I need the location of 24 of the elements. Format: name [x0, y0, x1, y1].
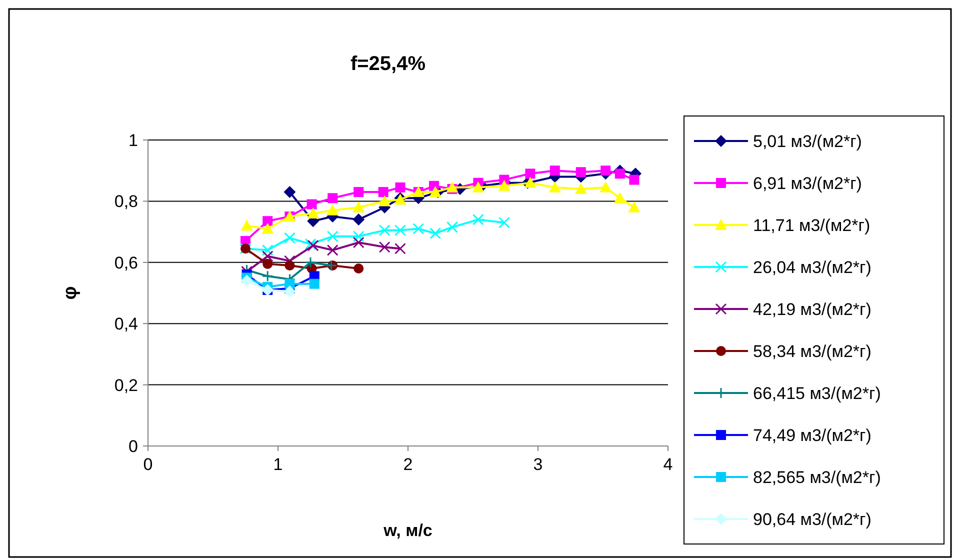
x-tick-label: 3 [533, 455, 543, 474]
y-tick-label: 1 [128, 131, 138, 150]
legend-label: 5,01 м3/(м2*г) [753, 132, 862, 151]
y-tick-label: 0,4 [114, 314, 138, 334]
x-axis-title: w, м/с [382, 521, 432, 540]
y-tick-label: 0 [128, 437, 138, 456]
legend-label: 58,34 м3/(м2*г) [753, 342, 872, 361]
legend-label: 90,64 м3/(м2*г) [753, 510, 872, 529]
legend-label: 42,19 м3/(м2*г) [753, 300, 872, 319]
x-tick-label: 1 [273, 455, 283, 474]
y-axis-title: φ [60, 286, 81, 300]
chart-title: f=25,4% [350, 53, 426, 75]
legend-label: 6,91 м3/(м2*г) [753, 174, 862, 193]
y-tick-label: 0,8 [114, 192, 138, 212]
x-tick-label: 4 [663, 455, 673, 474]
y-tick-label: 0,6 [114, 253, 138, 272]
legend-label: 26,04 м3/(м2*г) [753, 258, 872, 277]
x-tick-label: 0 [143, 455, 153, 474]
legend-label: 66,415 м3/(м2*г) [753, 384, 881, 403]
legend-label: 74,49 м3/(м2*г) [753, 426, 872, 445]
y-tick-label: 0,2 [114, 376, 138, 395]
x-tick-label: 2 [403, 455, 413, 474]
legend-label: 82,565 м3/(м2*г) [753, 468, 881, 487]
legend-label: 11,71 м3/(м2*г) [753, 216, 870, 235]
